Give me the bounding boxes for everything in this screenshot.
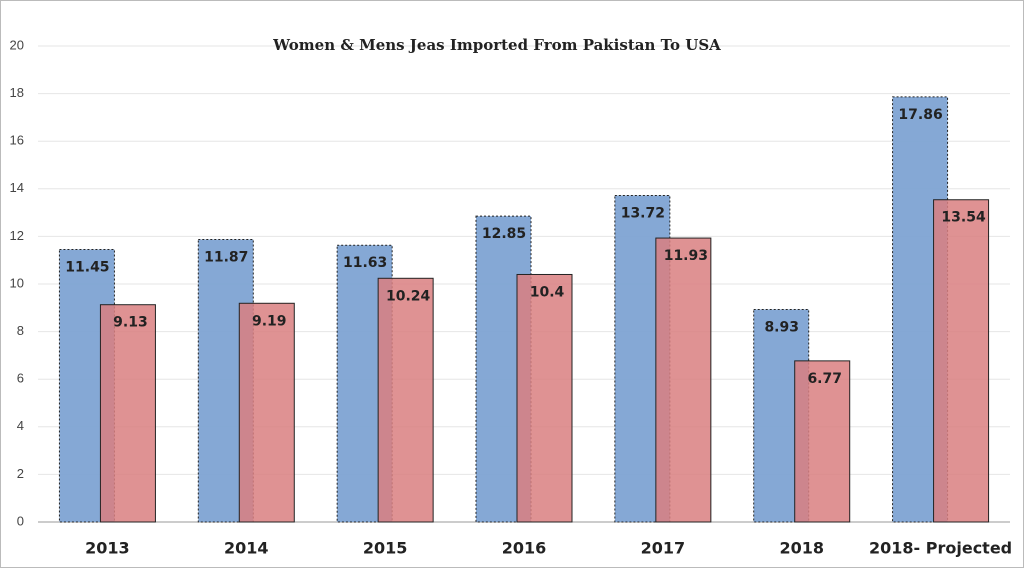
y-tick-label: 18 — [10, 85, 24, 100]
value-label: 9.19 — [252, 313, 287, 329]
y-tick-label: 2 — [17, 466, 24, 481]
y-tick-label: 0 — [17, 513, 24, 528]
value-label: 10.24 — [386, 288, 431, 304]
value-label: 11.93 — [664, 248, 708, 264]
bar — [238, 302, 295, 523]
value-label: 13.54 — [941, 210, 986, 226]
value-label: 11.45 — [65, 259, 109, 275]
y-tick-label: 14 — [10, 180, 24, 195]
bar — [655, 237, 712, 523]
x-tick-label: 2013 — [85, 539, 130, 558]
y-tick-label: 12 — [10, 228, 24, 243]
bar — [794, 360, 851, 523]
x-tick-label: 2015 — [363, 539, 408, 558]
value-label: 9.13 — [113, 315, 148, 331]
y-tick-label: 6 — [17, 371, 24, 386]
x-tick-label: 2014 — [224, 539, 269, 558]
value-label: 12.85 — [482, 226, 526, 242]
y-tick-label: 4 — [17, 418, 24, 433]
x-tick-label: 2017 — [641, 539, 686, 558]
bar — [516, 273, 573, 523]
value-label: 6.77 — [807, 371, 842, 387]
bars: 11.45 11.87 11.63 12.85 13.72 8.93 17.86 9.13 9.… — [58, 96, 990, 523]
bar — [99, 304, 156, 523]
value-label: 11.87 — [204, 249, 248, 265]
bar — [377, 277, 434, 523]
x-tick-label: 2018- Projected — [869, 539, 1012, 558]
y-tick-label: 10 — [10, 275, 24, 290]
y-tick-label: 16 — [10, 133, 24, 148]
value-label: 13.72 — [621, 205, 665, 221]
value-label: 10.4 — [530, 284, 565, 300]
value-label: 11.63 — [343, 255, 387, 271]
chart-title: Women & Mens Jeas Imported From Pakistan… — [272, 36, 721, 54]
y-tick-label: 8 — [17, 323, 24, 338]
x-tick-label: 2016 — [502, 539, 547, 558]
x-tick-label: 2018 — [779, 539, 824, 558]
bar — [933, 199, 990, 523]
value-label: 17.86 — [898, 107, 942, 123]
value-label: 8.93 — [764, 319, 799, 335]
y-tick-label: 20 — [10, 37, 24, 52]
